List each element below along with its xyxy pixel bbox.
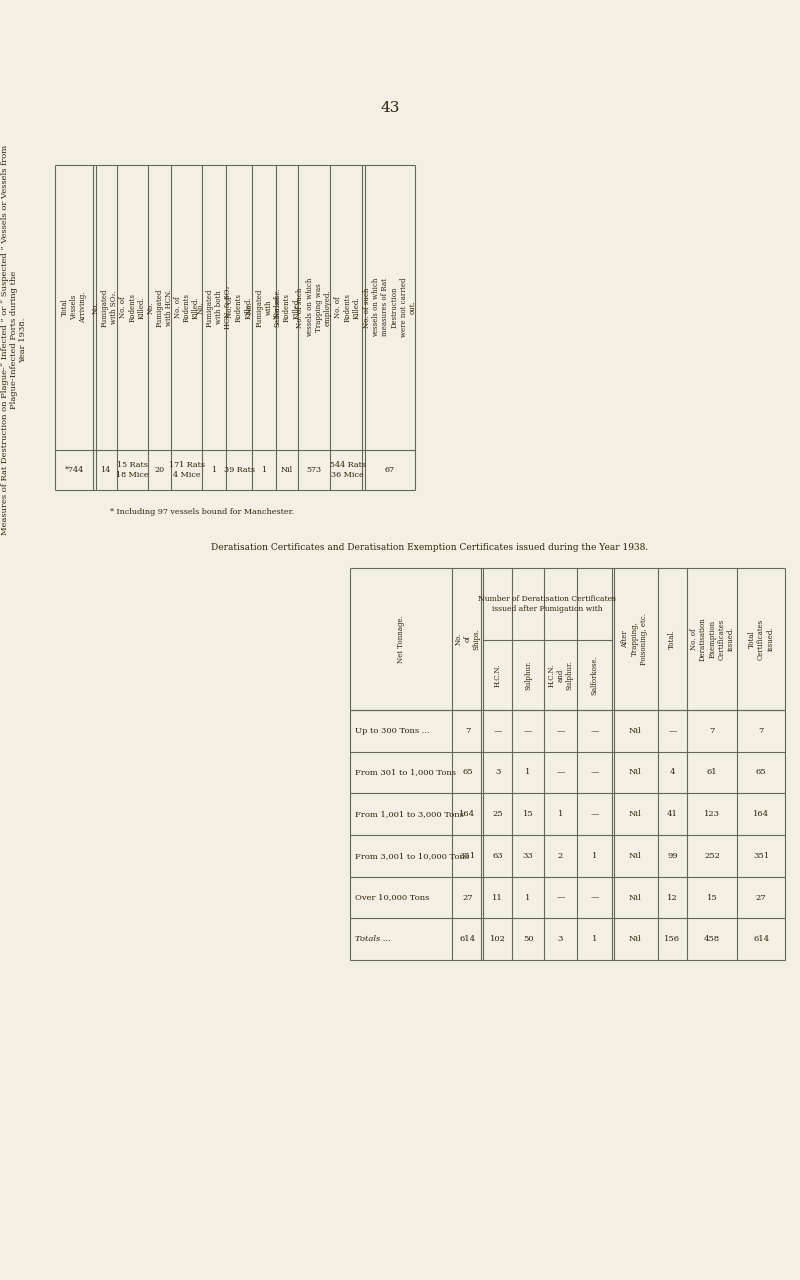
Text: After
Trapping,
Poisoning, etc.: After Trapping, Poisoning, etc.	[622, 613, 648, 666]
Text: From 3,001 to 10,000 Tons: From 3,001 to 10,000 Tons	[355, 851, 469, 860]
Text: 7: 7	[710, 727, 715, 735]
Text: Number of Deratisation Certificates
issued after Fumigation with: Number of Deratisation Certificates issu…	[478, 595, 616, 613]
Text: Totals ...: Totals ...	[355, 936, 390, 943]
Text: 1: 1	[558, 810, 563, 818]
Text: 67: 67	[385, 466, 395, 474]
Text: 27: 27	[756, 893, 766, 901]
Text: 614: 614	[753, 936, 769, 943]
Text: 2: 2	[558, 851, 563, 860]
Text: 61: 61	[707, 768, 718, 777]
Text: *744: *744	[65, 466, 84, 474]
Text: Nil: Nil	[628, 936, 641, 943]
Text: H.C.N.
and
Sulphur.: H.C.N. and Sulphur.	[547, 660, 574, 690]
Text: 39 Rats: 39 Rats	[223, 466, 254, 474]
Text: 50: 50	[523, 936, 534, 943]
Text: 573: 573	[306, 466, 322, 474]
Text: 1: 1	[262, 466, 266, 474]
Text: 351: 351	[753, 851, 769, 860]
Text: 7: 7	[758, 727, 764, 735]
Text: —: —	[524, 727, 532, 735]
Text: 15: 15	[522, 810, 534, 818]
Text: 458: 458	[704, 936, 720, 943]
Text: 20: 20	[154, 466, 165, 474]
Text: 1: 1	[526, 768, 531, 777]
Text: 3: 3	[495, 768, 501, 777]
Text: No. of
Rodents
Killed.: No. of Rodents Killed.	[274, 293, 300, 323]
Text: No.
Fumigated
with
Salforkose.: No. Fumigated with Salforkose.	[246, 288, 282, 328]
Text: From 301 to 1,000 Tons: From 301 to 1,000 Tons	[355, 768, 456, 777]
Text: Salforkose.: Salforkose.	[590, 655, 598, 695]
Text: No.
Fumigated
with HCN.: No. Fumigated with HCN.	[146, 288, 173, 326]
Text: Deratisation Certificates and Deratisation Exemption Certificates issued during : Deratisation Certificates and Deratisati…	[211, 544, 649, 553]
Text: 33: 33	[522, 851, 534, 860]
Text: Total
Certificates
issued.: Total Certificates issued.	[748, 618, 774, 659]
Text: —: —	[590, 810, 598, 818]
Text: Up to 300 Tons ...: Up to 300 Tons ...	[355, 727, 430, 735]
Text: No. of such
vessels on which
Trapping was
employed.: No. of such vessels on which Trapping wa…	[297, 278, 332, 337]
Text: H.C.N.: H.C.N.	[494, 663, 502, 686]
Text: No. of
Rodents
Killed.: No. of Rodents Killed.	[334, 293, 361, 323]
Text: Nil: Nil	[628, 768, 641, 777]
Text: 14: 14	[100, 466, 110, 474]
Text: 15 Rats
18 Mice: 15 Rats 18 Mice	[116, 461, 149, 479]
Text: 123: 123	[704, 810, 720, 818]
Text: —: —	[556, 893, 565, 901]
Text: Total.: Total.	[669, 628, 677, 649]
Text: —: —	[494, 727, 502, 735]
Text: —: —	[556, 768, 565, 777]
Text: No.
Fumigated
with both
HCN. & SO₂: No. Fumigated with both HCN. & SO₂	[196, 285, 232, 329]
Text: 351: 351	[459, 851, 475, 860]
Text: 11: 11	[493, 893, 503, 901]
Text: No. of
Rodents
Killed.: No. of Rodents Killed.	[226, 293, 252, 323]
Text: 102: 102	[490, 936, 506, 943]
Text: 171 Rats
4 Mice: 171 Rats 4 Mice	[169, 461, 205, 479]
Text: 252: 252	[704, 851, 720, 860]
Text: Nil: Nil	[628, 893, 641, 901]
Text: Sulphur.: Sulphur.	[524, 660, 532, 690]
Text: No. of
Rodents
Killed.: No. of Rodents Killed.	[119, 293, 146, 323]
Text: —: —	[590, 768, 598, 777]
Text: 15: 15	[706, 893, 718, 901]
Text: No. of
Deratisation
Exemption
Certificates
issued.: No. of Deratisation Exemption Certificat…	[690, 617, 734, 660]
Text: —: —	[590, 727, 598, 735]
Text: 1: 1	[592, 936, 597, 943]
Text: 41: 41	[667, 810, 678, 818]
Text: 65: 65	[756, 768, 766, 777]
Text: Nil: Nil	[628, 727, 641, 735]
Text: No. of
Rodents
Killed.: No. of Rodents Killed.	[174, 293, 200, 323]
Text: 164: 164	[459, 810, 475, 818]
Text: * Including 97 vessels bound for Manchester.: * Including 97 vessels bound for Manches…	[110, 508, 294, 516]
Text: 27: 27	[462, 893, 473, 901]
Text: 12: 12	[667, 893, 678, 901]
Text: No. of such
vessels on which
measures of Rat
Destruction
were not carried
out.: No. of such vessels on which measures of…	[363, 278, 417, 337]
Text: —: —	[590, 893, 598, 901]
Text: 164: 164	[753, 810, 769, 818]
Text: From 1,001 to 3,000 Tons: From 1,001 to 3,000 Tons	[355, 810, 464, 818]
Text: Nil: Nil	[628, 810, 641, 818]
Text: 544 Rats
36 Mice: 544 Rats 36 Mice	[330, 461, 366, 479]
Text: Nil: Nil	[281, 466, 293, 474]
Text: —: —	[668, 727, 677, 735]
Text: 4: 4	[670, 768, 675, 777]
Text: Total
Vessels
Arriving.: Total Vessels Arriving.	[61, 292, 87, 324]
Text: 1: 1	[592, 851, 597, 860]
Text: 1: 1	[526, 893, 531, 901]
Text: 3: 3	[558, 936, 563, 943]
Text: 1: 1	[211, 466, 217, 474]
Text: Measures of Rat Destruction on Plague-“ Infected ” or “ Suspected ” Vessels or V: Measures of Rat Destruction on Plague-“ …	[1, 145, 27, 535]
Text: 65: 65	[462, 768, 473, 777]
Text: 99: 99	[667, 851, 678, 860]
Text: 43: 43	[380, 101, 400, 115]
Text: No.
Fumigated
with SO₂.: No. Fumigated with SO₂.	[92, 288, 118, 326]
Text: 63: 63	[493, 851, 503, 860]
Text: 614: 614	[459, 936, 475, 943]
Text: Nil: Nil	[628, 851, 641, 860]
Text: 25: 25	[493, 810, 503, 818]
Text: —: —	[556, 727, 565, 735]
Text: Over 10,000 Tons: Over 10,000 Tons	[355, 893, 430, 901]
Text: 156: 156	[665, 936, 681, 943]
Text: Net Tonnage.: Net Tonnage.	[397, 616, 405, 663]
Text: No.
of
Ships.: No. of Ships.	[454, 628, 481, 650]
Text: 7: 7	[465, 727, 470, 735]
